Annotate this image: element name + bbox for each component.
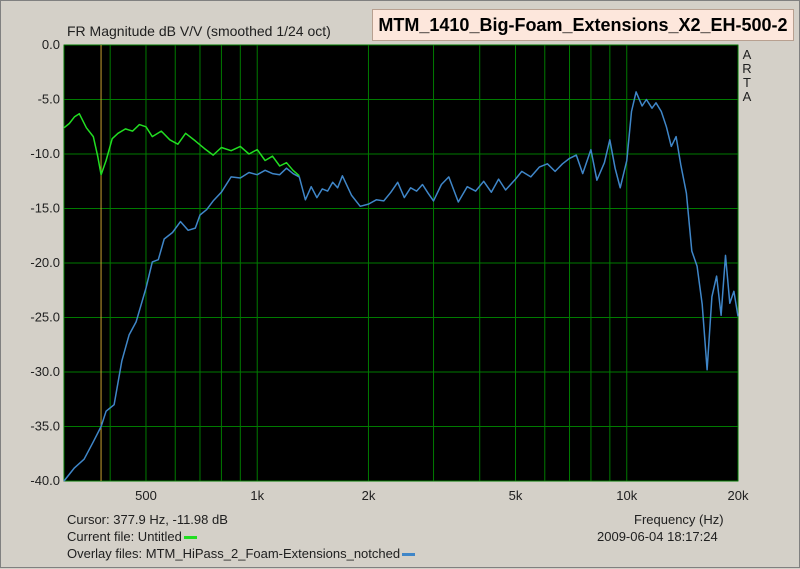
y-tick-label: -5.0 — [38, 92, 60, 107]
y-tick-label: -20.0 — [30, 255, 60, 270]
measurement-name-box: MTM_1410_Big-Foam_Extensions_X2_EH-500-2 — [372, 9, 794, 41]
x-tick-label: 1k — [250, 488, 264, 503]
plot-layer — [63, 44, 739, 482]
plot-title: FR Magnitude dB V/V (smoothed 1/24 oct) — [67, 23, 331, 39]
y-tick-label: -25.0 — [30, 310, 60, 325]
x-axis-label: Frequency (Hz) — [634, 512, 724, 527]
current-series-swatch — [183, 536, 197, 540]
overlay-files-legend: Overlay files: MTM_HiPass_2_Foam-Extensi… — [67, 546, 416, 561]
current-series-line — [63, 112, 300, 177]
x-tick-labels: 500 1k 2k 5k 10k 20k — [135, 488, 749, 503]
overlay-series-swatch — [402, 553, 416, 557]
x-tick-label: 10k — [616, 488, 637, 503]
overlay-files-label: Overlay files: MTM_HiPass_2_Foam-Extensi… — [67, 546, 401, 561]
y-tick-label: -10.0 — [30, 146, 60, 161]
overlay-series-line — [63, 91, 739, 482]
arta-letter: R — [742, 61, 751, 76]
arta-letter: A — [743, 89, 752, 104]
arta-letter: A — [743, 47, 752, 62]
arta-letter: T — [743, 75, 751, 90]
y-tick-label: -15.0 — [30, 201, 60, 216]
x-tick-label: 20k — [728, 488, 749, 503]
current-file-legend: Current file: Untitled — [67, 529, 197, 544]
y-tick-label: -30.0 — [30, 364, 60, 379]
y-tick-label: -35.0 — [30, 419, 60, 434]
current-file-label: Current file: Untitled — [67, 529, 182, 544]
y-tick-label: -40.0 — [30, 473, 60, 488]
x-tick-label: 5k — [509, 488, 523, 503]
x-tick-label: 500 — [135, 488, 157, 503]
cursor-readout: Cursor: 377.9 Hz, -11.98 dB — [67, 512, 228, 527]
date-stamp: 2009-06-04 18:17:24 — [597, 529, 718, 544]
y-tick-label: 0.0 — [42, 37, 60, 52]
y-tick-labels: 0.0 -5.0 -10.0 -15.0 -20.0 -25.0 -30.0 -35.0 -40… — [30, 37, 60, 488]
x-tick-label: 2k — [362, 488, 376, 503]
